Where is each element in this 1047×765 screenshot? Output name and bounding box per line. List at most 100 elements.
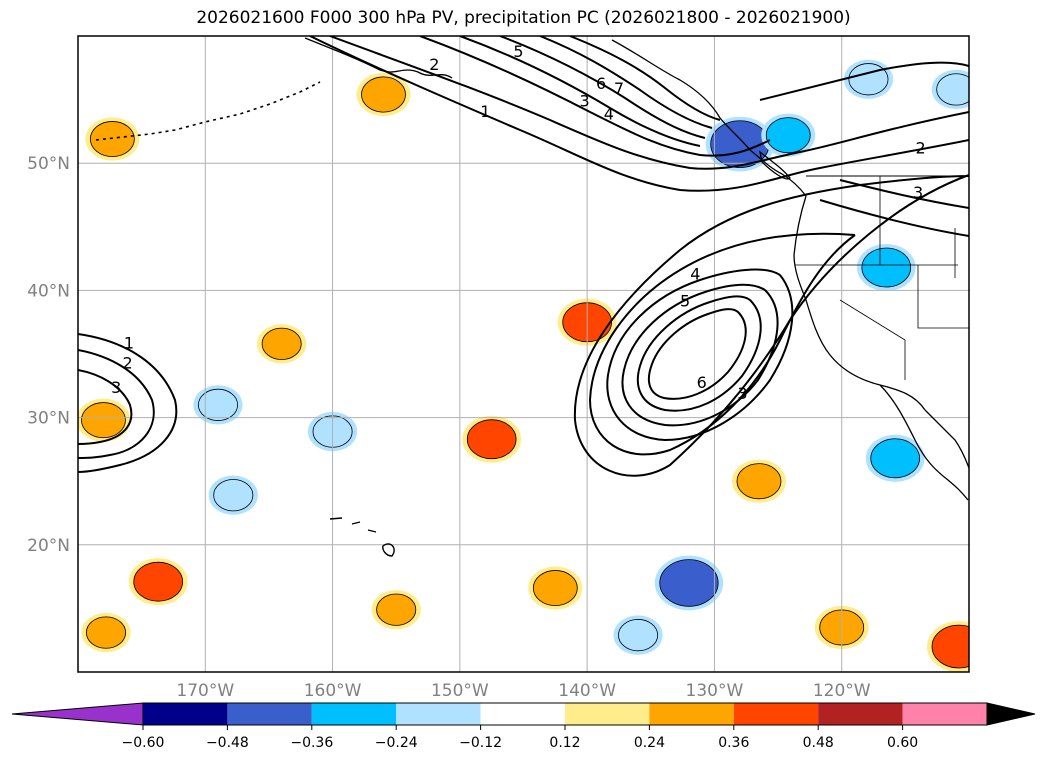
precip-blob-core bbox=[361, 76, 406, 113]
colorbar-tick-label: 0.60 bbox=[887, 735, 918, 751]
pv-contour-trough-4 bbox=[588, 232, 856, 456]
pv-contour-label: 5 bbox=[513, 42, 523, 61]
colorbar-segment bbox=[649, 703, 734, 725]
baja-california bbox=[879, 384, 969, 501]
precip-blob bbox=[462, 415, 522, 463]
colorbar-tick-label: 0.12 bbox=[549, 735, 580, 751]
lon-tick-label: 150°W bbox=[431, 681, 489, 701]
us-west-coast bbox=[793, 195, 926, 411]
precip-blob bbox=[931, 69, 969, 110]
lon-tick-label: 160°W bbox=[304, 681, 362, 701]
pv-contour-label: 6 bbox=[697, 373, 707, 392]
aleutian-islands bbox=[95, 81, 321, 141]
colorbar-segment bbox=[227, 703, 312, 725]
pv-contour-trough-5 bbox=[606, 268, 794, 442]
precip-blob-core bbox=[765, 117, 811, 154]
pv-contour-label: 2 bbox=[429, 55, 439, 74]
precip-blob-core bbox=[466, 419, 517, 460]
precip-blob-core bbox=[848, 63, 889, 96]
colorbar-segment bbox=[565, 703, 650, 725]
colorbar-tick-label: −0.36 bbox=[290, 735, 333, 751]
pv-contour-west-2 bbox=[78, 349, 155, 459]
precip-blob-core bbox=[261, 327, 302, 360]
colorbar-tick-label: 0.24 bbox=[634, 735, 665, 751]
precip-blob-core bbox=[870, 438, 920, 479]
precip-blob bbox=[193, 385, 243, 425]
pv-contour-east-3 bbox=[839, 179, 969, 209]
precip-blob bbox=[85, 117, 140, 161]
pv-contour-2-north bbox=[329, 36, 969, 170]
state-borders bbox=[795, 176, 969, 380]
pv-contour-label: 2 bbox=[123, 354, 133, 373]
colorbar-tick-label: 0.36 bbox=[718, 735, 749, 751]
precip-blob-core bbox=[81, 402, 126, 439]
colorbar-tick-label: −0.12 bbox=[459, 735, 502, 751]
lon-tick-label: 170°W bbox=[176, 681, 234, 701]
colorbar-segment bbox=[733, 703, 819, 725]
colorbar-low-extend bbox=[11, 702, 144, 726]
colorbar-segment bbox=[902, 703, 987, 725]
pv-contour-east-2 bbox=[759, 61, 969, 101]
precip-blob-core bbox=[376, 593, 417, 626]
colorbar-tick-label: 0.48 bbox=[803, 735, 834, 751]
pv-contour-label: 3 bbox=[913, 183, 923, 202]
pv-contour-trough-6 bbox=[621, 284, 779, 427]
pv-contour-west-3 bbox=[78, 369, 133, 445]
pv-contour-label: 7 bbox=[614, 79, 624, 98]
lat-tick-label: 40°N bbox=[27, 281, 70, 301]
precip-blob-core bbox=[198, 388, 239, 421]
precip-blob bbox=[761, 113, 816, 157]
precip-blob-core bbox=[931, 624, 969, 669]
precip-blob-core bbox=[89, 121, 135, 158]
pv-contour-label: 1 bbox=[480, 102, 490, 121]
pv-contour-label: 3 bbox=[111, 378, 121, 397]
pv-contour-label: 5 bbox=[680, 291, 690, 310]
precip-blob bbox=[208, 475, 258, 515]
pv-contours bbox=[78, 36, 969, 477]
mexico-mainland bbox=[924, 409, 969, 469]
lon-tick-label: 120°W bbox=[813, 681, 871, 701]
precip-blob-core bbox=[861, 247, 912, 288]
alaska-panhandle bbox=[611, 39, 751, 151]
precip-blob bbox=[78, 398, 131, 442]
precip-blob bbox=[731, 459, 786, 503]
pv-contour-label: 4 bbox=[690, 265, 700, 284]
pv-contour-trough-8 bbox=[647, 308, 747, 400]
pv-contour-3-north bbox=[419, 36, 771, 157]
pv-contour-label: 6 bbox=[596, 74, 606, 93]
colorbar-segment bbox=[480, 703, 565, 725]
precip-blob bbox=[865, 434, 925, 482]
precip-blob bbox=[257, 324, 307, 364]
colorbar-tick-label: −0.60 bbox=[122, 735, 165, 751]
pv-contour-label: 4 bbox=[604, 104, 614, 123]
precip-blob-core bbox=[618, 619, 659, 652]
precip-blob-core bbox=[532, 570, 578, 607]
precip-blob bbox=[81, 612, 131, 653]
pv-contour-1-north bbox=[309, 36, 969, 192]
precip-blob bbox=[613, 615, 663, 655]
colorbar-tick-label: −0.48 bbox=[206, 735, 249, 751]
map-background bbox=[78, 36, 969, 672]
precip-blob bbox=[654, 555, 724, 611]
lon-tick-label: 130°W bbox=[686, 681, 744, 701]
pv-contour-6-north bbox=[539, 36, 713, 129]
colorbar-segment bbox=[818, 703, 903, 725]
precip-blob-core bbox=[659, 559, 719, 607]
colorbar-tick-label: −0.24 bbox=[375, 735, 418, 751]
precip-blob-core bbox=[86, 616, 127, 649]
colorbar-segment bbox=[143, 703, 228, 725]
colorbar-segment bbox=[311, 703, 397, 725]
hawaii-islands bbox=[329, 517, 395, 557]
precip-blob-core bbox=[936, 73, 969, 106]
figure-title: 2026021600 F000 300 hPa PV, precipitatio… bbox=[196, 8, 851, 28]
precip-blob bbox=[856, 243, 916, 292]
pv-contour-east-4 bbox=[819, 199, 969, 237]
pv-contour-4-north bbox=[459, 36, 701, 147]
precipitation-shading bbox=[78, 59, 969, 672]
precip-blob bbox=[356, 72, 411, 117]
colorbar-high-extend bbox=[986, 702, 1036, 726]
pv-contour-label: 2 bbox=[916, 139, 926, 158]
lat-tick-label: 20°N bbox=[27, 536, 70, 556]
